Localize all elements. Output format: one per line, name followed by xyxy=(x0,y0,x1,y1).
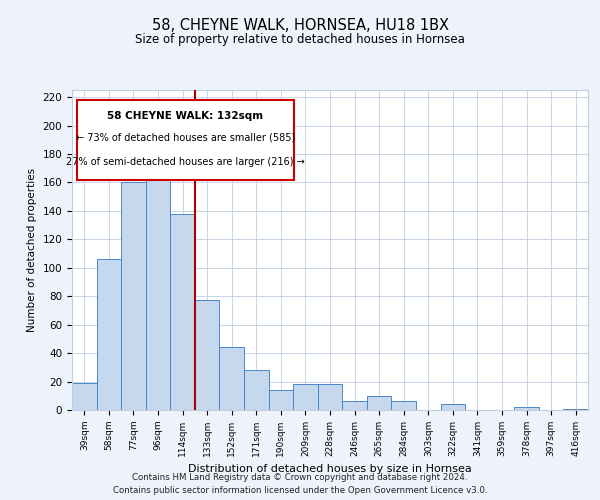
X-axis label: Distribution of detached houses by size in Hornsea: Distribution of detached houses by size … xyxy=(188,464,472,474)
Bar xyxy=(293,384,318,410)
Bar xyxy=(195,300,220,410)
Bar xyxy=(244,370,269,410)
Bar xyxy=(391,402,416,410)
Bar xyxy=(342,402,367,410)
Text: 27% of semi-detached houses are larger (216) →: 27% of semi-detached houses are larger (… xyxy=(66,157,305,167)
Bar xyxy=(220,348,244,410)
Text: Contains HM Land Registry data © Crown copyright and database right 2024.: Contains HM Land Registry data © Crown c… xyxy=(132,474,468,482)
Text: 58, CHEYNE WALK, HORNSEA, HU18 1BX: 58, CHEYNE WALK, HORNSEA, HU18 1BX xyxy=(151,18,449,32)
Bar xyxy=(514,407,539,410)
Text: Size of property relative to detached houses in Hornsea: Size of property relative to detached ho… xyxy=(135,32,465,46)
Bar xyxy=(121,182,146,410)
Text: 58 CHEYNE WALK: 132sqm: 58 CHEYNE WALK: 132sqm xyxy=(107,110,263,120)
Bar xyxy=(367,396,391,410)
Bar xyxy=(170,214,195,410)
Text: ← 73% of detached houses are smaller (585): ← 73% of detached houses are smaller (58… xyxy=(76,133,295,143)
Y-axis label: Number of detached properties: Number of detached properties xyxy=(27,168,37,332)
Bar xyxy=(563,408,588,410)
Bar xyxy=(146,161,170,410)
FancyBboxPatch shape xyxy=(77,100,294,180)
Bar xyxy=(97,259,121,410)
Bar xyxy=(318,384,342,410)
Text: Contains public sector information licensed under the Open Government Licence v3: Contains public sector information licen… xyxy=(113,486,487,495)
Bar xyxy=(72,383,97,410)
Bar xyxy=(440,404,465,410)
Bar xyxy=(269,390,293,410)
